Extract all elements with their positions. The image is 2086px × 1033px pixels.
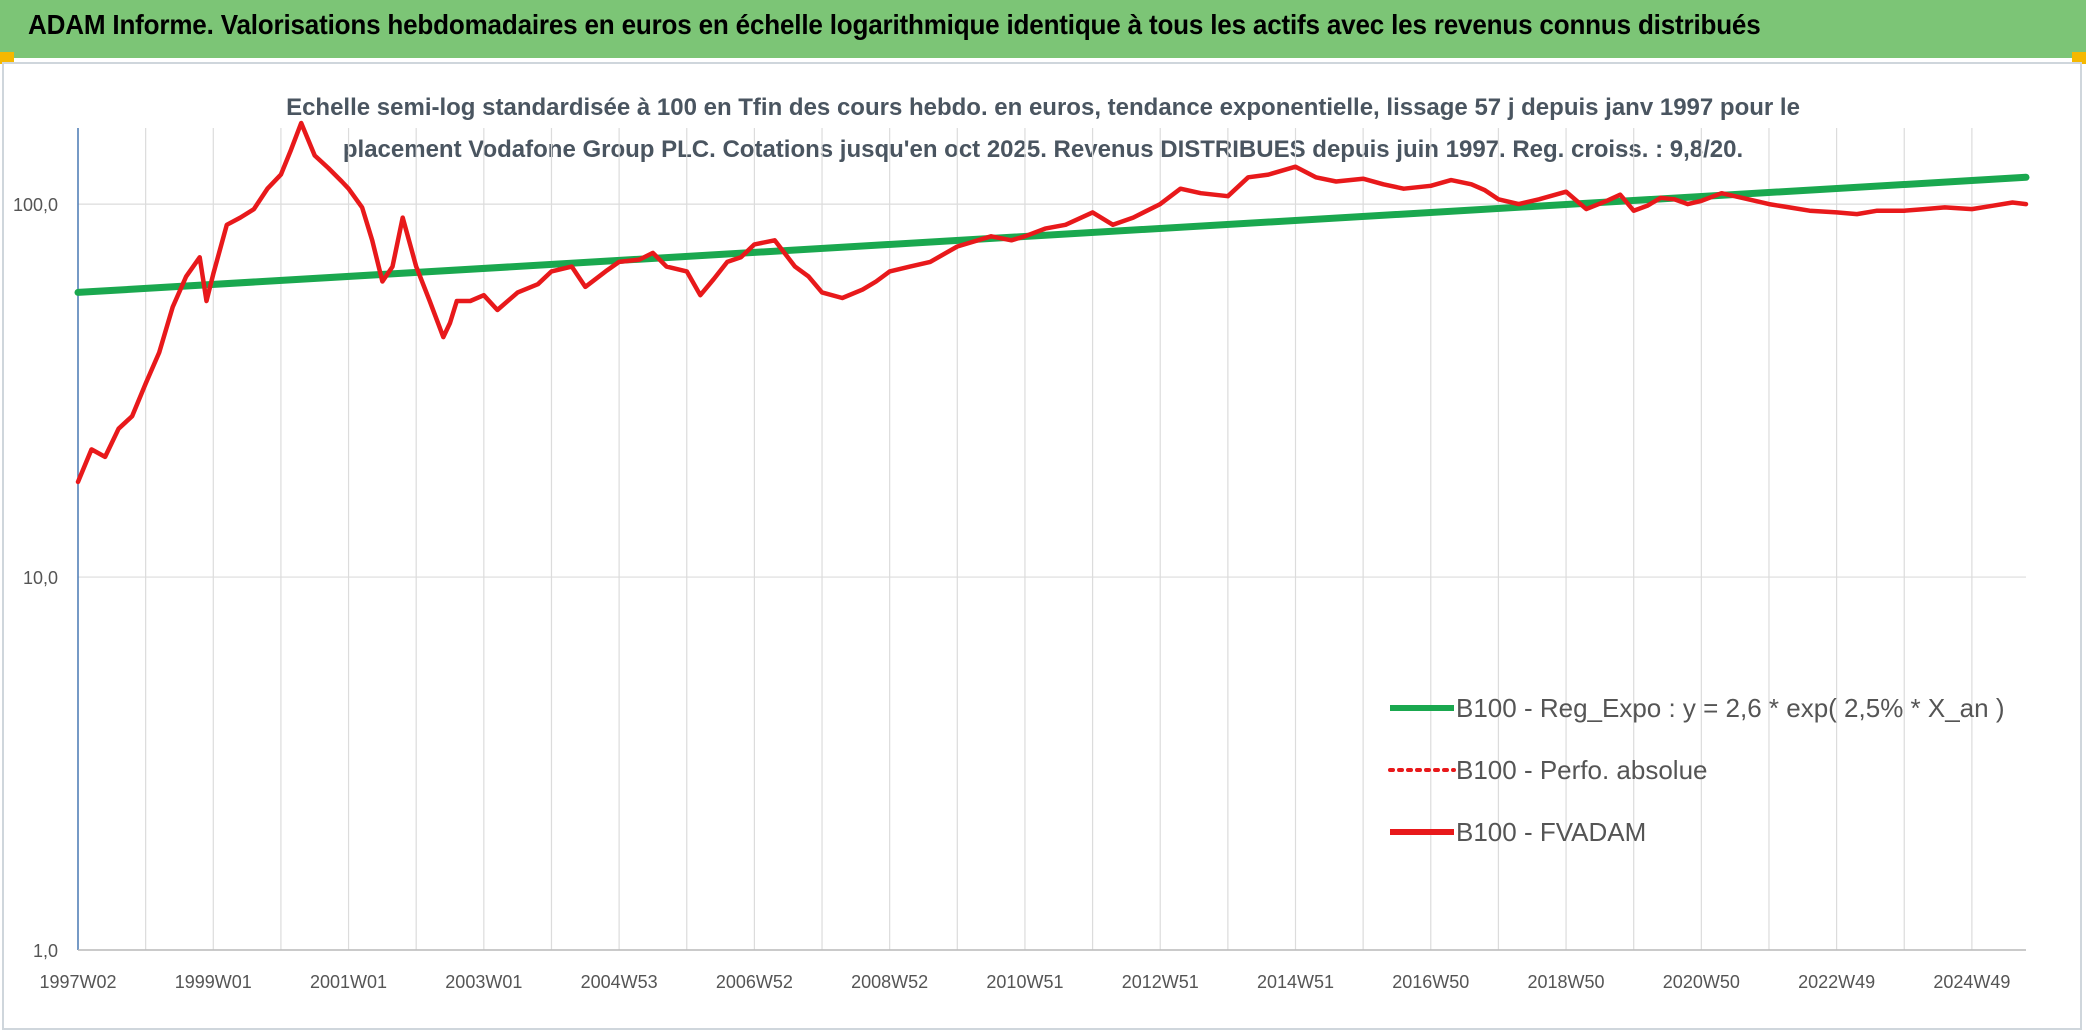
title-banner: ADAM Informe. Valorisations hebdomadaire… xyxy=(0,0,2086,58)
banner-title: ADAM Informe. Valorisations hebdomadaire… xyxy=(28,9,1761,40)
x-tick-label: 2006W52 xyxy=(716,972,793,992)
y-tick-label: 1,0 xyxy=(33,941,58,961)
x-tick-label: 2024W49 xyxy=(1933,972,2010,992)
legend-label-1: B100 - Perfo. absolue xyxy=(1456,755,1708,785)
series-line-2 xyxy=(75,120,2029,485)
series xyxy=(74,120,2030,485)
x-tick-label: 2010W51 xyxy=(986,972,1063,992)
x-tick-label: 1997W02 xyxy=(39,972,116,992)
x-tick-label: 1999W01 xyxy=(175,972,252,992)
legend-label-2: B100 - FVADAM xyxy=(1456,817,1646,847)
y-tick-label: 10,0 xyxy=(23,568,58,588)
x-tick-label: 2022W49 xyxy=(1798,972,1875,992)
corner-marker-right xyxy=(2072,52,2086,64)
legend-label-0: B100 - Reg_Expo : y = 2,6 * exp( 2,5% * … xyxy=(1456,693,2005,723)
grid xyxy=(77,128,2026,951)
x-tick-label: 2020W50 xyxy=(1663,972,1740,992)
x-tick-label: 2008W52 xyxy=(851,972,928,992)
x-tick-label: 2001W01 xyxy=(310,972,387,992)
legend: B100 - Reg_Expo : y = 2,6 * exp( 2,5% * … xyxy=(1388,693,2005,847)
x-tick-label: 2004W53 xyxy=(581,972,658,992)
x-tick-label: 2014W51 xyxy=(1257,972,1334,992)
x-tick-label: 2016W50 xyxy=(1392,972,1469,992)
corner-marker-left xyxy=(0,52,14,64)
x-tick-label: 2012W51 xyxy=(1122,972,1199,992)
series-line-0 xyxy=(74,173,2030,296)
chart-subtitle-line-1: Echelle semi-log standardisée à 100 en T… xyxy=(286,94,1800,121)
axes: 1,0 10,0 100,0 1997W02 1999W01 2001W01 2003W01… xyxy=(13,128,2026,992)
x-tick-label: 2003W01 xyxy=(445,972,522,992)
y-tick-label: 100,0 xyxy=(13,195,58,215)
chart-subtitle-line-2: placement Vodafone Group PLC. Cotations … xyxy=(343,136,1743,163)
x-tick-label: 2018W50 xyxy=(1528,972,1605,992)
